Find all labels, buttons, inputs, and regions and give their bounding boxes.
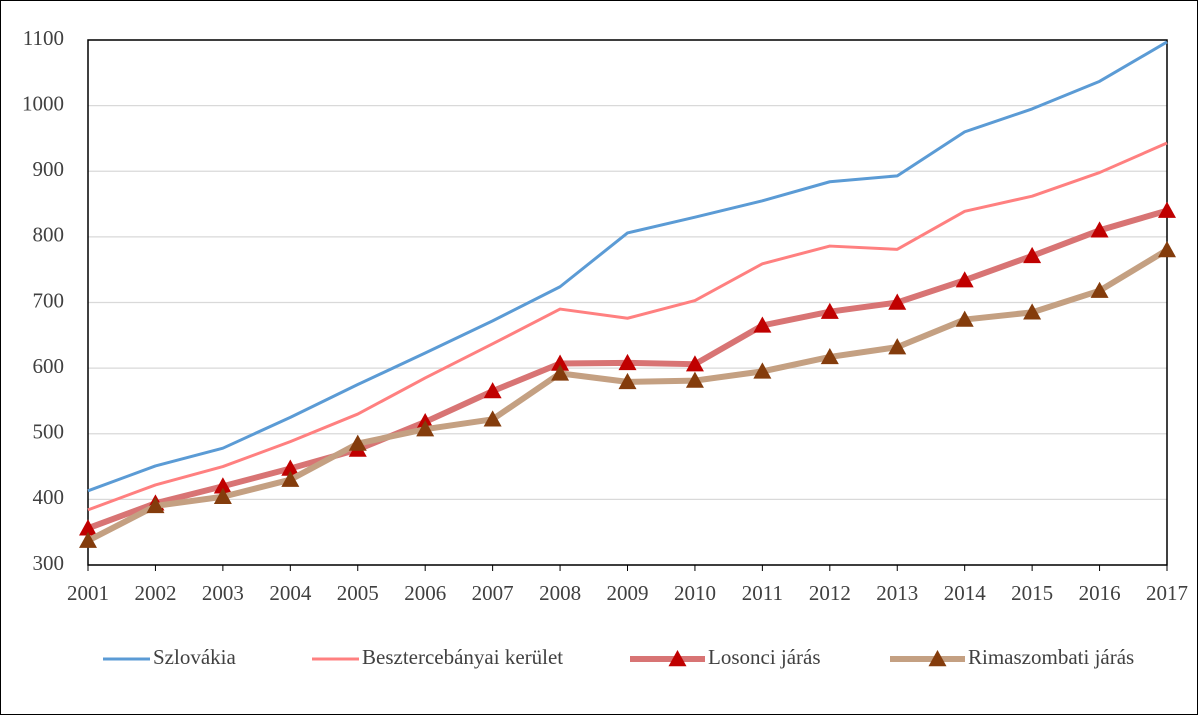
marker <box>820 302 839 319</box>
series-line <box>87 40 1168 493</box>
marker <box>888 293 907 310</box>
legend-label: Rimaszombati járás <box>968 645 1134 669</box>
x-tick-label: 2009 <box>607 581 649 605</box>
legend-label: Szlovákia <box>153 645 236 669</box>
y-tick-label: 900 <box>33 157 65 181</box>
marker <box>146 496 165 514</box>
marker <box>281 459 300 476</box>
x-tick-label: 2013 <box>876 581 918 605</box>
legend-label: Losonci járás <box>708 645 821 669</box>
marker <box>753 362 772 379</box>
marker <box>753 316 772 333</box>
marker <box>685 371 704 388</box>
marker <box>213 487 232 504</box>
marker <box>685 355 704 372</box>
y-tick-label: 1100 <box>23 26 64 50</box>
marker <box>551 354 570 371</box>
x-tick-label: 2008 <box>539 581 581 605</box>
marker <box>213 477 232 494</box>
x-tick-label: 2006 <box>404 581 446 605</box>
x-tick-label: 2010 <box>674 581 716 605</box>
marker <box>955 310 974 327</box>
marker <box>1023 246 1042 264</box>
marker <box>1090 221 1109 238</box>
x-tick-label: 2017 <box>1146 581 1188 605</box>
marker <box>79 519 97 536</box>
marker <box>416 420 435 437</box>
marker <box>618 353 637 371</box>
x-tick-label: 2007 <box>472 581 514 605</box>
marker <box>1023 303 1042 320</box>
marker <box>888 338 907 355</box>
legend-marker <box>668 650 687 667</box>
x-tick-label: 2001 <box>67 581 109 605</box>
marker <box>348 434 367 451</box>
x-tick-label: 2011 <box>742 581 783 605</box>
x-tick-label: 2016 <box>1079 581 1121 605</box>
marker <box>483 410 502 427</box>
x-tick-label: 2015 <box>1011 581 1053 605</box>
x-tick-label: 2005 <box>337 581 379 605</box>
marker <box>551 364 570 381</box>
y-tick-label: 800 <box>33 223 65 247</box>
y-tick-label: 600 <box>33 354 65 378</box>
x-tick-label: 2004 <box>269 581 312 605</box>
marker <box>483 382 502 399</box>
y-tick-label: 700 <box>33 288 65 312</box>
marker <box>1158 201 1176 218</box>
legend-label: Besztercebányai kerület <box>362 645 563 669</box>
series-line <box>87 141 1168 512</box>
y-tick-label: 500 <box>33 420 65 444</box>
marker <box>79 531 97 548</box>
series-line <box>86 247 1169 544</box>
marker <box>820 347 839 365</box>
marker <box>281 470 300 487</box>
y-tick-label: 1000 <box>22 91 64 115</box>
marker <box>1090 281 1109 298</box>
marker <box>618 372 637 390</box>
y-tick-label: 400 <box>33 485 65 509</box>
x-tick-label: 2012 <box>809 581 851 605</box>
x-tick-label: 2014 <box>944 581 987 605</box>
y-tick-label: 300 <box>33 551 65 575</box>
legend-marker <box>928 650 947 667</box>
marker <box>955 271 974 288</box>
marker <box>1158 241 1176 258</box>
x-tick-label: 2003 <box>202 581 244 605</box>
x-tick-label: 2002 <box>134 581 176 605</box>
